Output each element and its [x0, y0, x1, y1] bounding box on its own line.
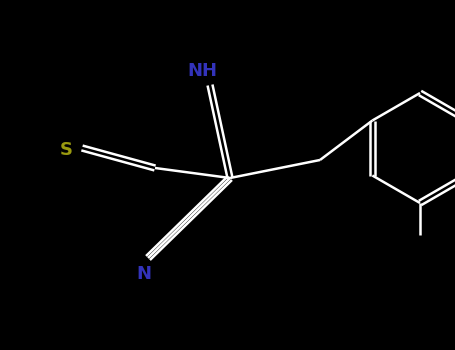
Text: NH: NH — [187, 62, 217, 80]
Text: N: N — [136, 265, 152, 283]
Text: S: S — [60, 141, 72, 159]
